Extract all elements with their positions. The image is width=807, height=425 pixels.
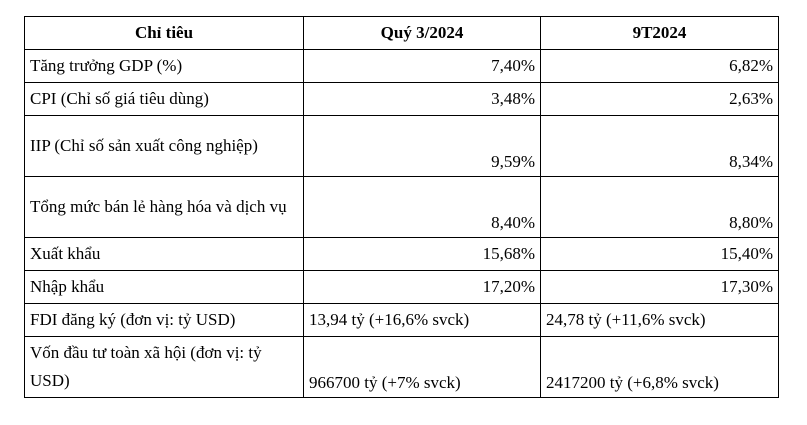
table-row: Vốn đầu tư toàn xã hội (đơn vị: tỷ USD) … [24,336,779,398]
row-label: Tăng trưởng GDP (%) [24,49,304,83]
ytd-value: 6,82% [540,49,779,83]
ytd-value: 8,80% [540,176,779,238]
header-q3-2024: Quý 3/2024 [303,16,541,50]
q3-value: 13,94 tỷ (+16,6% svck) [303,303,541,337]
row-label: Vốn đầu tư toàn xã hội (đơn vị: tỷ USD) [24,336,304,398]
q3-value: 3,48% [303,82,541,116]
q3-value: 15,68% [303,237,541,271]
table-row: Xuất khẩu 15,68% 15,40% [24,237,779,271]
row-label: CPI (Chỉ số giá tiêu dùng) [24,82,304,116]
row-label: Xuất khẩu [24,237,304,271]
q3-value: 966700 tỷ (+7% svck) [303,336,541,398]
ytd-value: 2417200 tỷ (+6,8% svck) [540,336,779,398]
ytd-value: 17,30% [540,270,779,304]
row-label: FDI đăng ký (đơn vị: tỷ USD) [24,303,304,337]
table-row: CPI (Chỉ số giá tiêu dùng) 3,48% 2,63% [24,82,779,116]
row-label: Tổng mức bán lẻ hàng hóa và dịch vụ [24,176,304,238]
ytd-value: 15,40% [540,237,779,271]
table-row: Nhập khẩu 17,20% 17,30% [24,270,779,304]
table-row: IIP (Chỉ số sản xuất công nghiệp) 9,59% … [24,115,779,177]
q3-value: 7,40% [303,49,541,83]
table-row: Tổng mức bán lẻ hàng hóa và dịch vụ 8,40… [24,176,779,238]
row-label: IIP (Chỉ số sản xuất công nghiệp) [24,115,304,177]
table-row: FDI đăng ký (đơn vị: tỷ USD) 13,94 tỷ (+… [24,303,779,337]
header-indicator: Chỉ tiêu [24,16,304,50]
ytd-value: 8,34% [540,115,779,177]
q3-value: 8,40% [303,176,541,238]
row-label: Nhập khẩu [24,270,304,304]
q3-value: 9,59% [303,115,541,177]
q3-value: 17,20% [303,270,541,304]
ytd-value: 24,78 tỷ (+11,6% svck) [540,303,779,337]
header-9m-2024: 9T2024 [540,16,779,50]
ytd-value: 2,63% [540,82,779,116]
table-header-row: Chỉ tiêu Quý 3/2024 9T2024 [24,16,779,50]
table-row: Tăng trưởng GDP (%) 7,40% 6,82% [24,49,779,83]
economic-indicators-table: Chỉ tiêu Quý 3/2024 9T2024 Tăng trưởng G… [24,16,779,398]
